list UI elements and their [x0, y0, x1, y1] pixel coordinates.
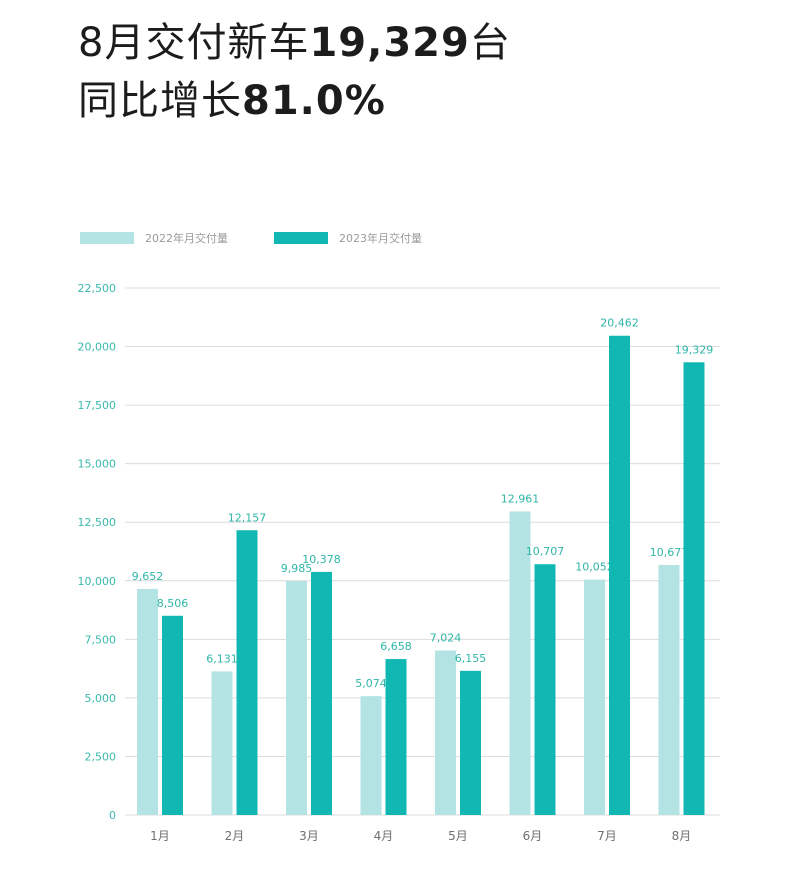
bar-2-3 — [311, 571, 332, 815]
bar-2-2 — [236, 530, 258, 815]
x-tick-label-8: 8月 — [672, 829, 692, 843]
data-label-2-4: 6,658 — [380, 640, 412, 653]
x-tick-label-4: 4月 — [374, 829, 394, 843]
data-label-1-1: 9,652 — [132, 570, 164, 583]
headline-deliveries-prefix: 8月交付新车 — [78, 20, 310, 66]
data-label-2-3: 10,378 — [302, 553, 341, 566]
bar-2-5 — [460, 670, 481, 815]
data-label-1-2: 6,131 — [206, 652, 238, 665]
bar-1-4 — [360, 696, 382, 815]
headline-deliveries-number: 19,329 — [309, 20, 470, 66]
data-label-2-1: 8,506 — [157, 597, 189, 610]
bar-1-1 — [137, 588, 158, 815]
bar-2-7 — [609, 335, 630, 815]
x-tick-label-3: 3月 — [299, 829, 319, 843]
headline: 8月交付新车19,329台 同比增长81.0% — [78, 14, 511, 130]
bar-1-7 — [584, 579, 605, 815]
y-tick-label-7500: 7,500 — [85, 633, 117, 646]
bar-2-6 — [534, 564, 556, 815]
bar-1-8 — [658, 564, 680, 815]
data-label-2-6: 10,707 — [526, 545, 565, 558]
bar-1-6 — [509, 511, 531, 815]
bar-1-5 — [435, 650, 456, 815]
y-tick-label-0: 0 — [109, 809, 116, 822]
bar-1-2 — [211, 671, 233, 815]
y-tick-label-5000: 5,000 — [85, 692, 117, 705]
legend-swatch-1 — [80, 232, 134, 244]
data-label-1-4: 5,074 — [355, 677, 387, 690]
legend-label-2: 2023年月交付量 — [339, 231, 422, 245]
data-label-1-8: 10,677 — [650, 546, 689, 559]
legend-swatch-2 — [274, 232, 328, 244]
y-tick-label-12500: 12,500 — [78, 516, 117, 529]
bar-2-8 — [683, 362, 705, 815]
data-label-1-6: 12,961 — [501, 492, 540, 505]
data-label-2-2: 12,157 — [228, 511, 267, 524]
bar-2-1 — [162, 615, 183, 815]
data-label-2-8: 19,329 — [675, 343, 714, 356]
y-tick-label-10000: 10,000 — [78, 575, 117, 588]
headline-growth-number: 81.0% — [242, 78, 386, 124]
x-tick-label-6: 6月 — [523, 829, 543, 843]
data-label-1-5: 7,024 — [430, 631, 462, 644]
headline-line-2: 同比增长81.0% — [78, 72, 511, 130]
data-label-1-3: 9,985 — [281, 562, 313, 575]
y-tick-label-20000: 20,000 — [78, 341, 117, 354]
y-tick-label-2500: 2,500 — [85, 750, 117, 763]
data-label-2-7: 20,462 — [600, 317, 639, 330]
x-tick-label-5: 5月 — [448, 829, 468, 843]
data-label-2-5: 6,155 — [455, 652, 487, 665]
x-tick-label-1: 1月 — [150, 829, 170, 843]
headline-deliveries-suffix: 台 — [469, 20, 511, 66]
y-tick-label-17500: 17,500 — [78, 399, 117, 412]
y-tick-label-22500: 22,500 — [78, 282, 117, 295]
data-label-1-7: 10,052 — [575, 561, 614, 574]
bar-1-3 — [286, 581, 307, 815]
x-tick-label-7: 7月 — [597, 829, 617, 843]
headline-growth-prefix: 同比增长 — [78, 78, 242, 124]
y-tick-label-15000: 15,000 — [78, 458, 117, 471]
bar-2-4 — [385, 659, 407, 815]
x-tick-label-2: 2月 — [225, 829, 245, 843]
legend-label-1: 2022年月交付量 — [145, 231, 228, 245]
headline-line-1: 8月交付新车19,329台 — [78, 14, 511, 72]
